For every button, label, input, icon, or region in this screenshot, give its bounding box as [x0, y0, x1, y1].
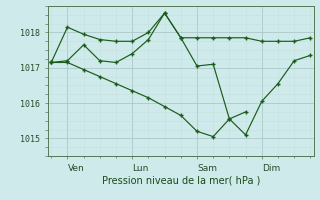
X-axis label: Pression niveau de la mer( hPa ): Pression niveau de la mer( hPa ): [102, 175, 260, 185]
